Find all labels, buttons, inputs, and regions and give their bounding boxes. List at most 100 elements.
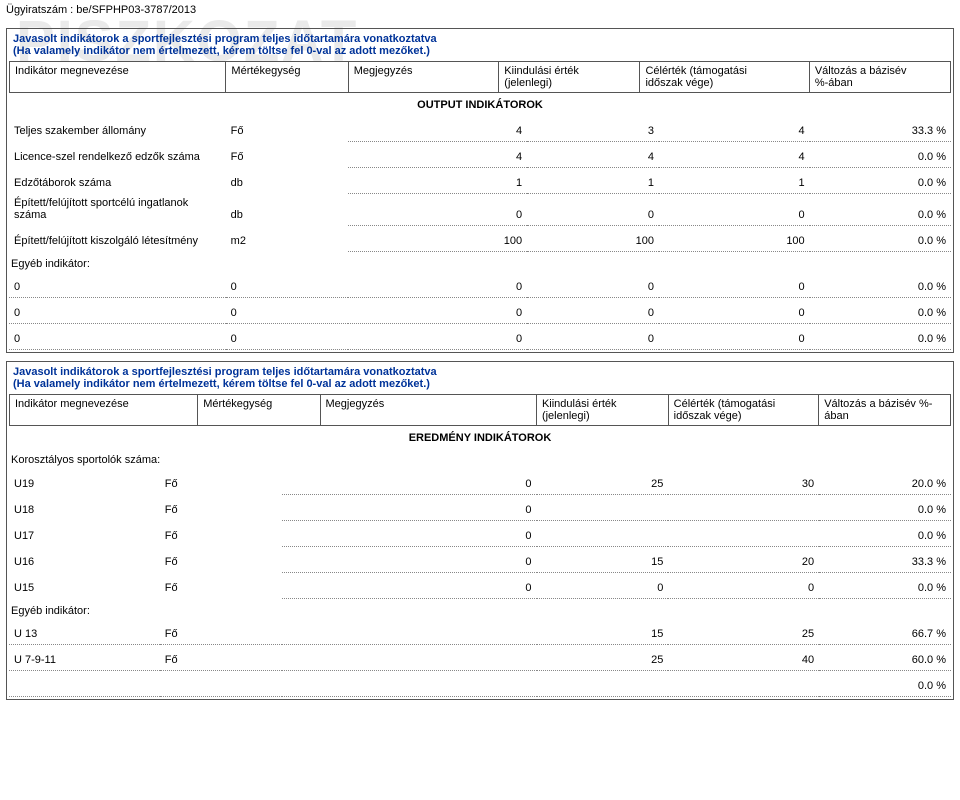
hdr-target: Célérték (támogatási időszak vége) — [640, 62, 809, 93]
table-row: 000000.0 % — [9, 324, 951, 350]
cell-unit: m2 — [226, 225, 348, 251]
cell-unit: db — [226, 167, 348, 193]
section2-header-row: Indikátor megnevezése Mértékegység Megje… — [9, 394, 951, 426]
page-content: Ügyiratszám : be/SFPHP03-3787/2013 Javas… — [0, 0, 960, 712]
cell-mid: 15 — [537, 546, 669, 572]
cell-target: 4 — [659, 141, 810, 167]
cell-name — [9, 671, 160, 697]
cell-unit: Fő — [160, 494, 282, 520]
cell-name: 0 — [9, 324, 226, 350]
cell-target — [668, 671, 819, 697]
cell-unit: Fő — [160, 520, 282, 546]
table-row: Épített/felújított sportcélú ingatlanok … — [9, 193, 951, 225]
cell-mid: 3 — [527, 115, 659, 141]
hdr-start: Kiindulási érték (jelenlegi) — [536, 395, 668, 426]
cell-change: 33.3 % — [810, 115, 951, 141]
cell-target: 0 — [668, 572, 819, 598]
cell-mid: 15 — [537, 619, 669, 645]
cell-mid: 0 — [527, 193, 659, 225]
cell-unit: Fő — [160, 468, 282, 494]
cell-target: 100 — [659, 225, 810, 251]
cell-change: 33.3 % — [819, 546, 951, 572]
section1-title: Javasolt indikátorok a sportfejlesztési … — [9, 31, 951, 45]
cell-target: 4 — [659, 115, 810, 141]
cell-name: U15 — [9, 572, 160, 598]
hdr-indicator: Indikátor megnevezése — [10, 395, 198, 426]
cell-change: 0.0 % — [810, 298, 951, 324]
cell-change: 0.0 % — [810, 141, 951, 167]
section-output-indicators: Javasolt indikátorok a sportfejlesztési … — [6, 28, 954, 353]
section2-title: Javasolt indikátorok a sportfejlesztési … — [9, 364, 951, 378]
hdr-unit: Mértékegység — [226, 62, 348, 93]
table-row: U 7-9-11Fő254060.0 % — [9, 645, 951, 671]
cell-target — [668, 520, 819, 546]
cell-target — [668, 494, 819, 520]
hdr-change: Változás a bázisév %-ában — [809, 62, 950, 93]
cell-unit: db — [226, 193, 348, 225]
table-row: U15Fő0000.0 % — [9, 572, 951, 598]
cell-target: 1 — [659, 167, 810, 193]
cell-start: 4 — [348, 115, 527, 141]
table-row: U18Fő00.0 % — [9, 494, 951, 520]
hdr-unit: Mértékegység — [198, 395, 320, 426]
cell-name: Épített/felújított sportcélú ingatlanok … — [9, 193, 226, 225]
cell-mid: 0 — [527, 324, 659, 350]
cell-mid: 0 — [537, 572, 669, 598]
cell-start: 4 — [348, 141, 527, 167]
section1-table: Teljes szakember állományFő43433.3 %Lice… — [9, 115, 951, 252]
section1-header-row: Indikátor megnevezése Mértékegység Megje… — [9, 61, 951, 93]
cell-target: 20 — [668, 546, 819, 572]
hdr-indicator: Indikátor megnevezése — [10, 62, 226, 93]
cell-start: 0 — [282, 572, 536, 598]
cell-start: 0 — [282, 520, 536, 546]
cell-mid: 25 — [537, 468, 669, 494]
cell-change: 60.0 % — [819, 645, 951, 671]
cell-start: 100 — [348, 225, 527, 251]
table-row: Teljes szakember állományFő43433.3 % — [9, 115, 951, 141]
cell-start — [282, 619, 536, 645]
section1-other-label: Egyéb indikátor: — [9, 252, 951, 272]
cell-start — [282, 671, 536, 697]
cell-mid: 0 — [527, 272, 659, 298]
hdr-note: Megjegyzés — [348, 62, 499, 93]
cell-unit: Fő — [160, 619, 282, 645]
cell-start — [282, 645, 536, 671]
cell-unit — [160, 671, 282, 697]
cell-target: 40 — [668, 645, 819, 671]
cell-name: U17 — [9, 520, 160, 546]
cell-change: 0.0 % — [810, 272, 951, 298]
cell-mid: 25 — [537, 645, 669, 671]
cell-mid: 4 — [527, 141, 659, 167]
section2-other-label: Egyéb indikátor: — [9, 599, 951, 619]
cell-name: U18 — [9, 494, 160, 520]
cell-unit: 0 — [226, 272, 348, 298]
cell-unit: Fő — [226, 115, 348, 141]
table-row: 0.0 % — [9, 671, 951, 697]
cell-mid: 1 — [527, 167, 659, 193]
document-id: Ügyiratszám : be/SFPHP03-3787/2013 — [6, 4, 954, 16]
cell-mid: 100 — [527, 225, 659, 251]
section2-subtitle: (Ha valamely indikátor nem értelmezett, … — [9, 378, 951, 394]
cell-unit: Fő — [160, 645, 282, 671]
cell-start: 0 — [348, 193, 527, 225]
cell-name: Teljes szakember állomány — [9, 115, 226, 141]
cell-change: 0.0 % — [819, 572, 951, 598]
section2-table: U19Fő0253020.0 %U18Fő00.0 %U17Fő00.0 %U1… — [9, 468, 951, 599]
section2-band: EREDMÉNY INDIKÁTOROK — [9, 426, 951, 448]
cell-target: 25 — [668, 619, 819, 645]
hdr-start: Kiindulási érték (jelenlegi) — [499, 62, 640, 93]
cell-start: 0 — [282, 468, 536, 494]
cell-unit: 0 — [226, 324, 348, 350]
cell-mid — [537, 520, 669, 546]
section1-other-table: 000000.0 %000000.0 %000000.0 % — [9, 272, 951, 351]
cell-name: Épített/felújított kiszolgáló létesítmén… — [9, 225, 226, 251]
table-row: Épített/felújított kiszolgáló létesítmén… — [9, 225, 951, 251]
cell-target: 0 — [659, 193, 810, 225]
table-row: 000000.0 % — [9, 298, 951, 324]
table-row: U17Fő00.0 % — [9, 520, 951, 546]
cell-unit: Fő — [160, 546, 282, 572]
cell-start: 0 — [348, 324, 527, 350]
table-row: U19Fő0253020.0 % — [9, 468, 951, 494]
hdr-target: Célérték (támogatási időszak vége) — [668, 395, 819, 426]
cell-name: U16 — [9, 546, 160, 572]
